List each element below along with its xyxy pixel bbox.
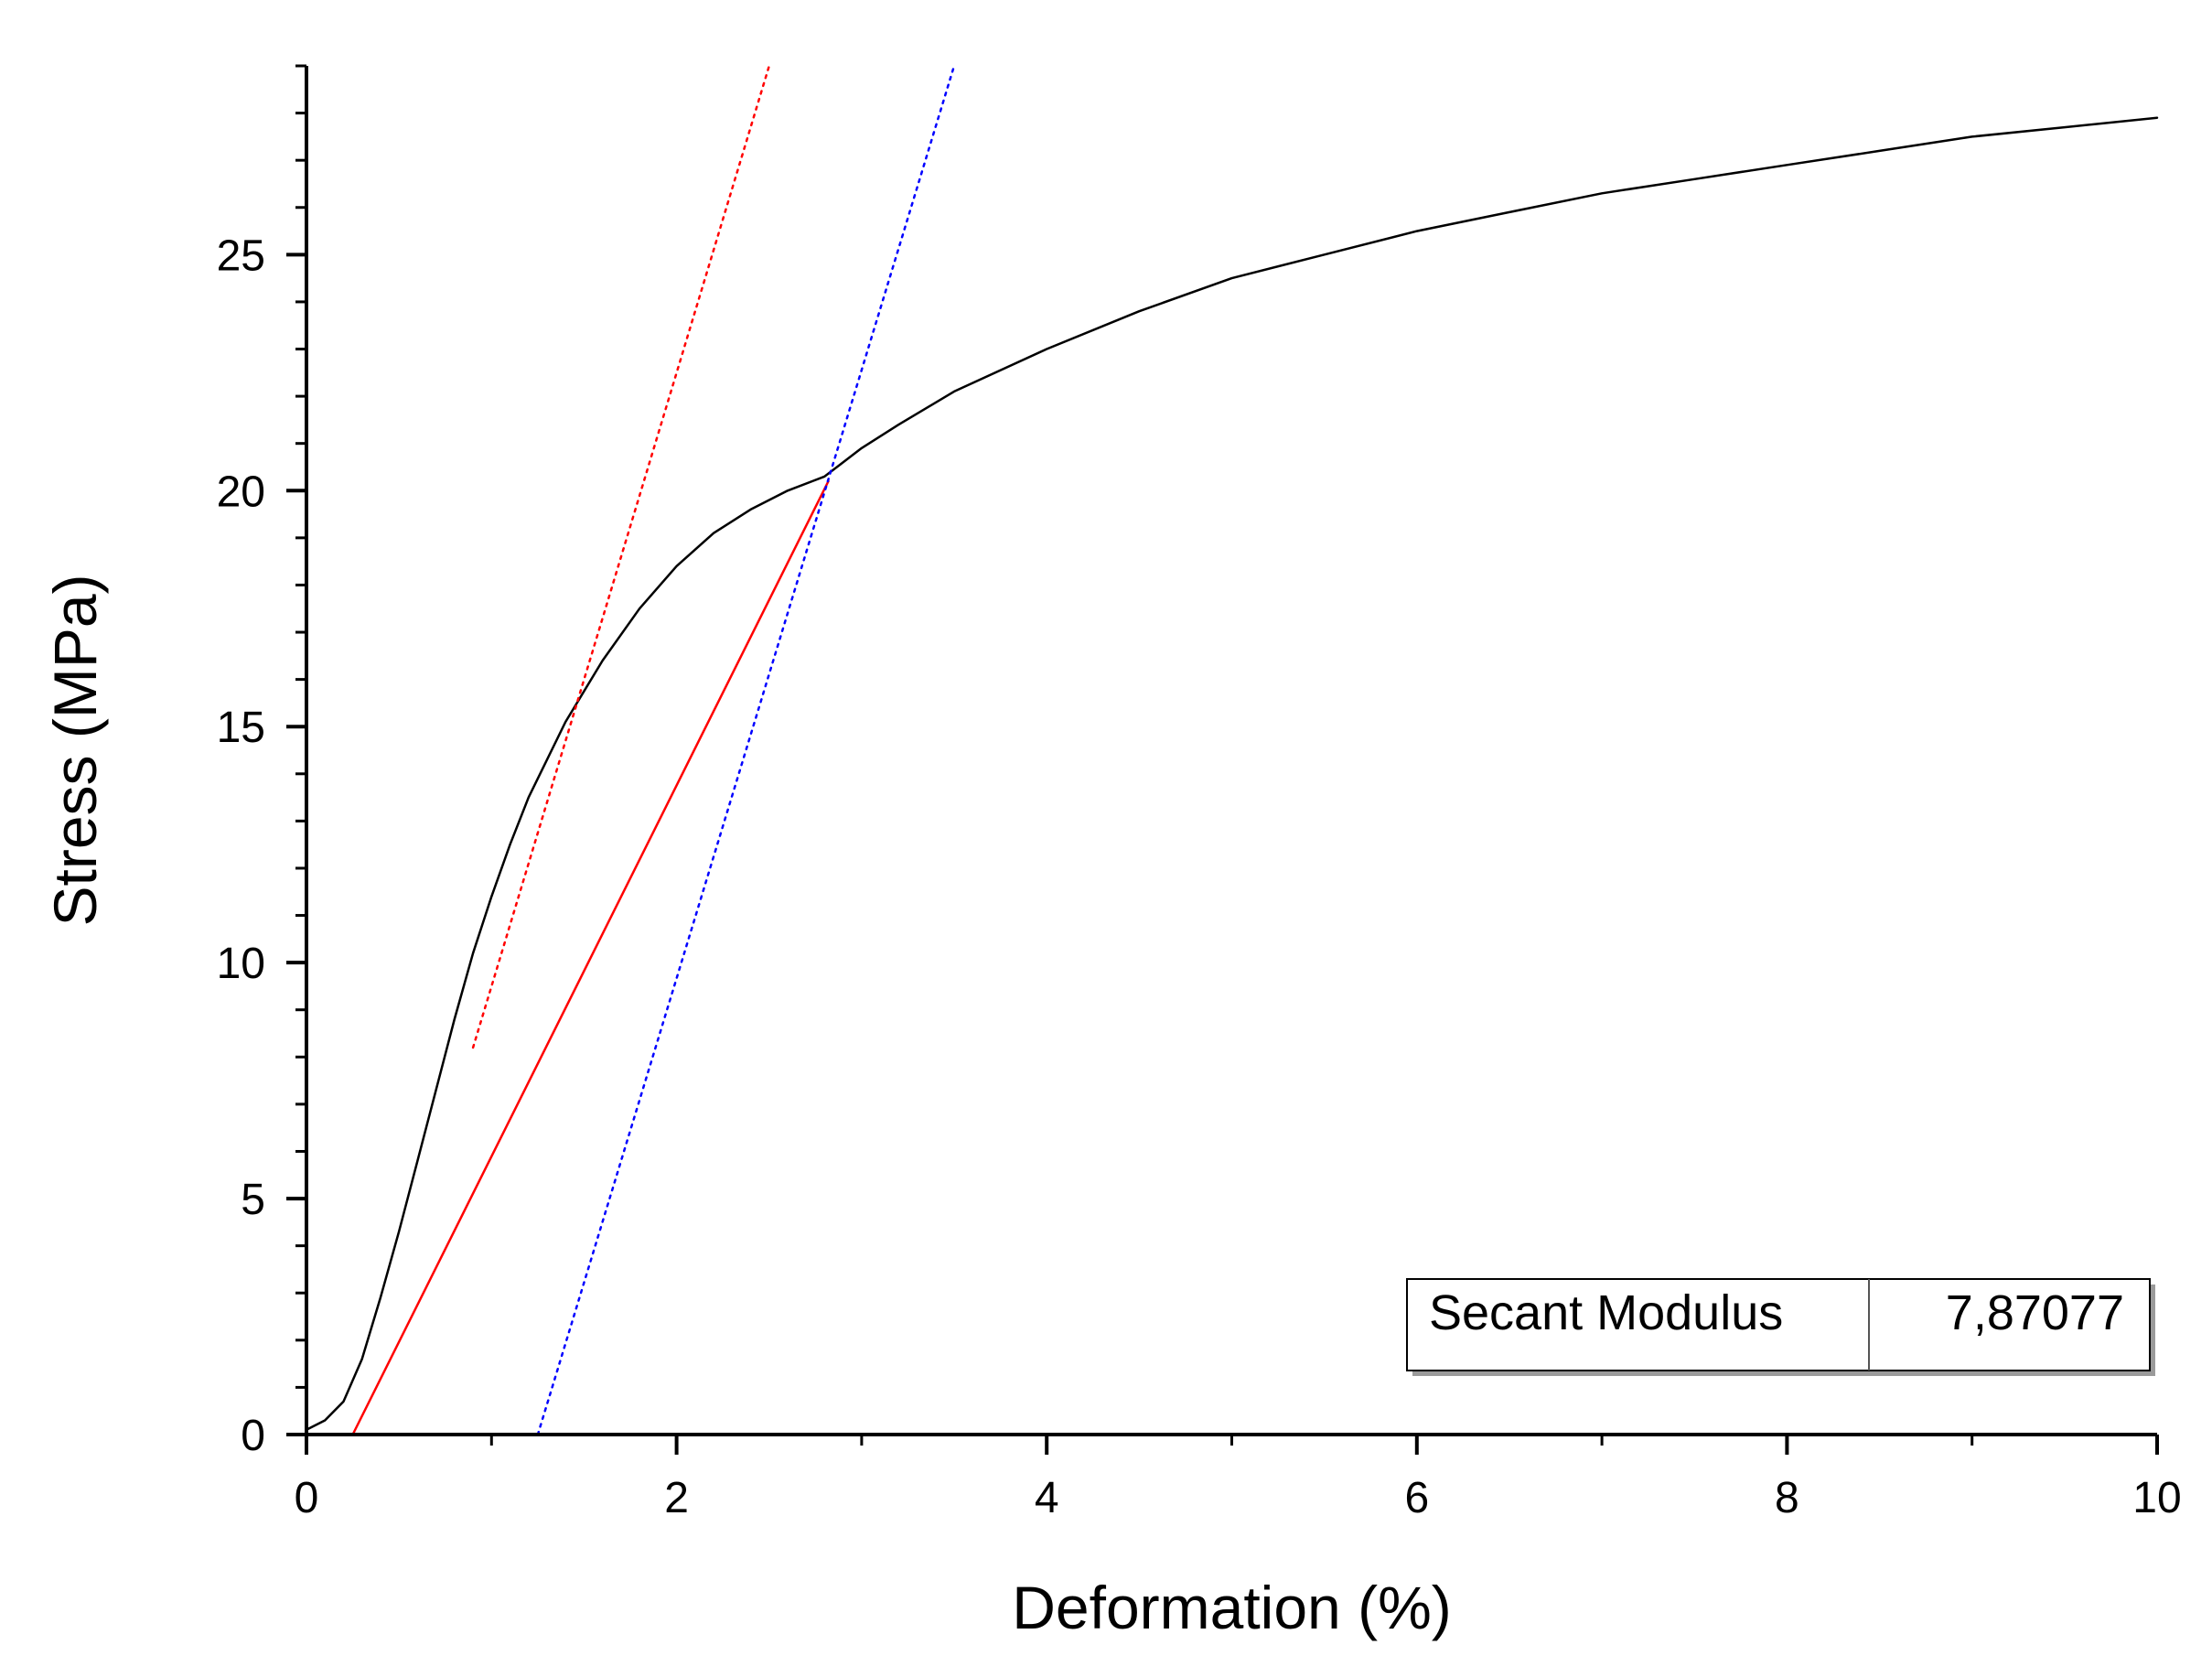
series-line-1 — [351, 479, 830, 1436]
annotation-value: 7,87077 — [1946, 1285, 2124, 1340]
ticks-layer: 0 2 4 6 8 10 0 5 10 15 20 25 — [217, 64, 2182, 1522]
series-line-0 — [305, 116, 2159, 1432]
x-axis-title: Deformation (%) — [1012, 1574, 1451, 1641]
series-line-2 — [471, 64, 771, 1049]
y-tick-label: 10 — [217, 940, 265, 988]
x-tick-label: 0 — [295, 1474, 319, 1522]
secant-modulus-box: Secant Modulus 7,87077 — [1406, 1278, 2155, 1376]
y-tick-label: 0 — [241, 1412, 265, 1460]
series-line-3 — [536, 64, 956, 1436]
y-tick-label: 20 — [217, 468, 265, 516]
y-axis-title: Stress (MPa) — [41, 574, 109, 926]
annotation-label: Secant Modulus — [1429, 1285, 1783, 1340]
x-tick-label: 10 — [2132, 1474, 2181, 1522]
y-tick-label: 25 — [217, 231, 265, 280]
x-tick-label: 8 — [1775, 1474, 1799, 1522]
axes-layer: 0 2 4 6 8 10 0 5 10 15 20 25 — [217, 64, 2182, 1522]
x-tick-label: 2 — [664, 1474, 689, 1522]
annotation-frame — [1406, 1278, 2151, 1371]
x-tick-label: 4 — [1035, 1474, 1059, 1522]
y-tick-label: 5 — [241, 1176, 265, 1224]
series-layer — [305, 64, 2159, 1436]
y-tick-label: 15 — [217, 704, 265, 752]
x-tick-label: 6 — [1404, 1474, 1429, 1522]
